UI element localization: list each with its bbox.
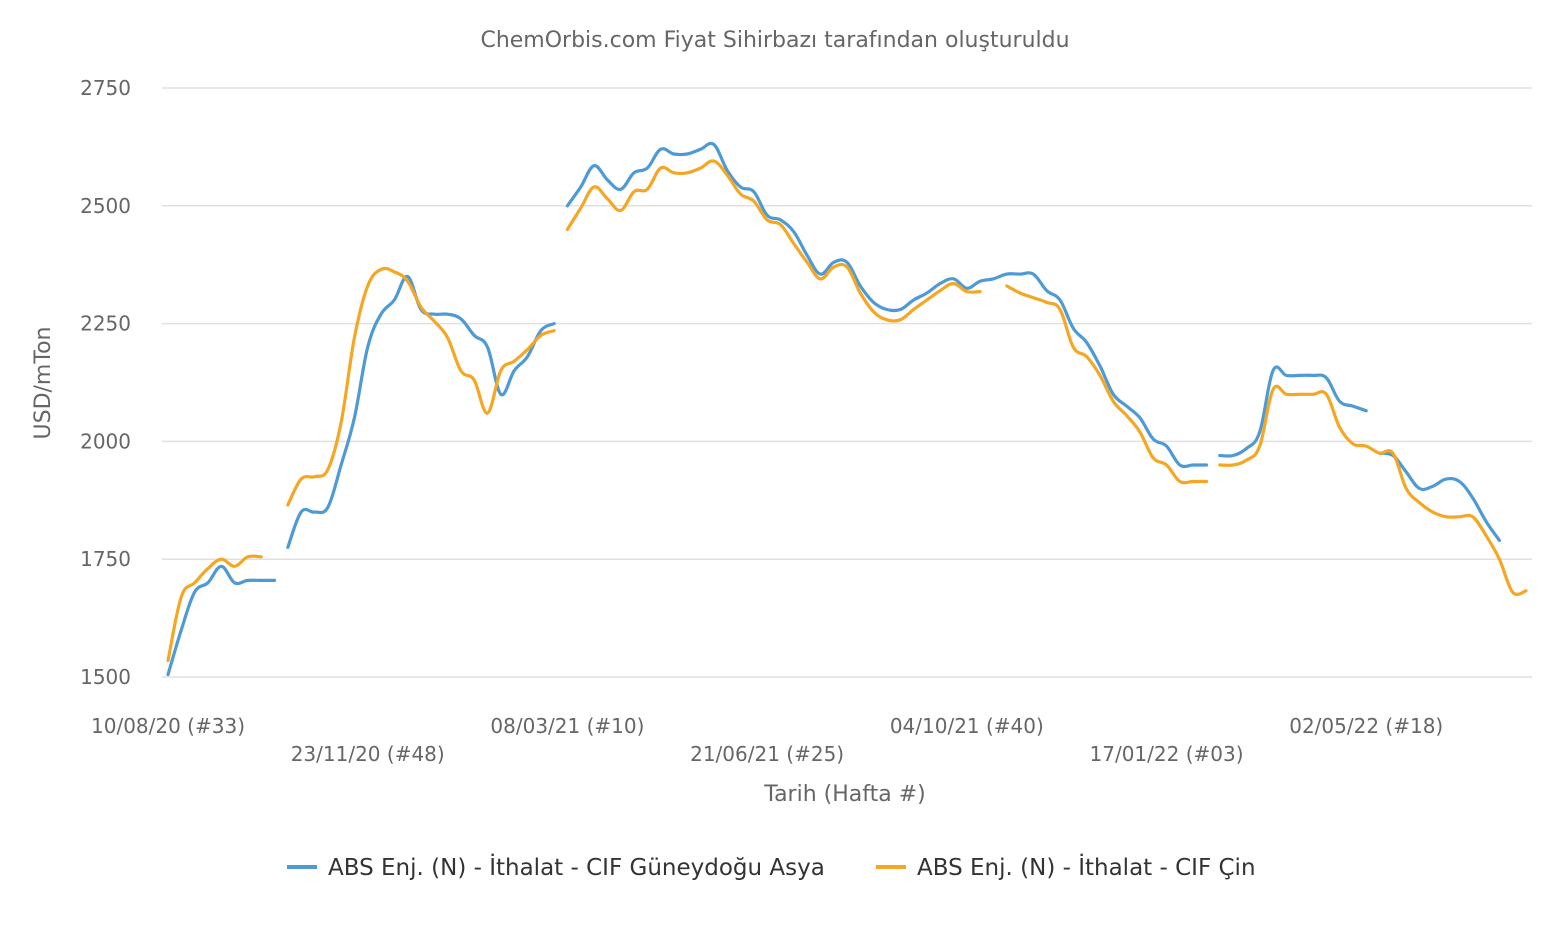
- series-asya-segment: [565, 141, 1209, 469]
- series-cin-segment: [166, 554, 263, 663]
- y-tick-label: 2000: [80, 429, 131, 453]
- x-axis-ticks: 10/08/20 (#33) 23/11/20 (#48) 08/03/21 (#1…: [91, 714, 1443, 766]
- legend-label-cin: ABS Enj. (N) - İthalat - CIF Çin: [917, 853, 1256, 881]
- x-tick-label: 17/01/22 (#03): [1090, 742, 1244, 766]
- series-asya-segment: [286, 274, 556, 549]
- x-tick-label: 10/08/20 (#33): [91, 714, 245, 738]
- series-cin: [166, 159, 1528, 663]
- series-lines: [166, 141, 1528, 677]
- legend: ABS Enj. (N) - İthalat - CIF Güneydoğu A…: [287, 853, 1256, 881]
- series-cin-segment: [1005, 284, 1209, 485]
- y-tick-label: 2750: [80, 76, 131, 100]
- series-cin-segment: [565, 159, 982, 323]
- y-tick-label: 1500: [80, 665, 131, 689]
- grid-lines: [162, 87, 1532, 678]
- x-tick-label: 04/10/21 (#40): [890, 714, 1044, 738]
- chart-title: ChemOrbis.com Fiyat Sihirbazı tarafından…: [480, 28, 1069, 53]
- x-axis-label: Tarih (Hafta #): [763, 782, 925, 807]
- x-tick-label: 08/03/21 (#10): [490, 714, 644, 738]
- y-tick-label: 1750: [80, 547, 131, 571]
- y-axis-label: USD/mTon: [31, 327, 56, 440]
- y-tick-label: 2250: [80, 312, 131, 336]
- x-tick-label: 21/06/21 (#25): [690, 742, 844, 766]
- series-cin-segment: [286, 266, 556, 507]
- legend-label-asya: ABS Enj. (N) - İthalat - CIF Güneydoğu A…: [328, 853, 825, 881]
- series-asya-segment: [1218, 365, 1368, 458]
- y-tick-label: 2500: [80, 194, 131, 218]
- series-asya: [166, 141, 1501, 677]
- x-tick-label: 02/05/22 (#18): [1289, 714, 1443, 738]
- series-asya-segment: [1377, 451, 1501, 542]
- series-cin-segment: [1218, 384, 1528, 597]
- series-asya-segment: [166, 564, 277, 677]
- y-axis-ticks: 1500 1750 2000 2250 2500 2750: [80, 76, 131, 689]
- x-tick-label: 23/11/20 (#48): [291, 742, 445, 766]
